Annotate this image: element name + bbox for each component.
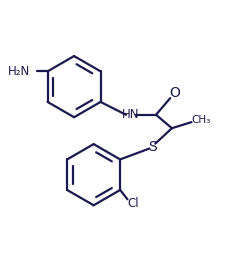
Text: H₂N: H₂N <box>7 65 30 78</box>
Text: O: O <box>169 86 180 100</box>
Text: Cl: Cl <box>127 197 139 210</box>
Text: HN: HN <box>122 108 139 121</box>
Text: CH₃: CH₃ <box>191 115 210 125</box>
Text: S: S <box>148 139 157 154</box>
